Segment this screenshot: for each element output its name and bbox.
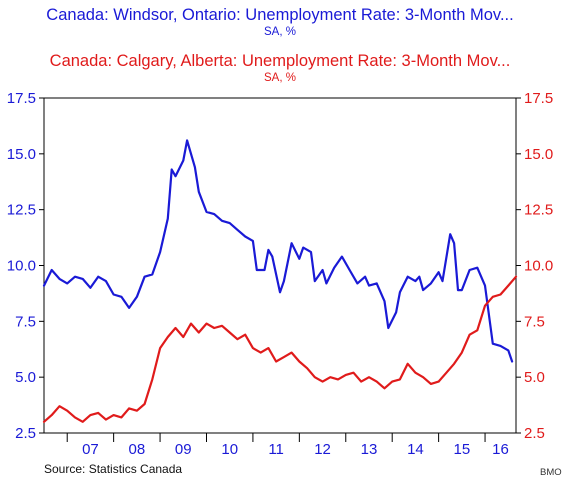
- x-tick-label: 12: [314, 441, 331, 458]
- y-left-tick-label: 12.5: [7, 202, 36, 219]
- y-right-tick-label: 7.5: [524, 313, 545, 330]
- calgary-unemployment-line: [42, 275, 518, 423]
- y-left-tick-label: 17.5: [7, 90, 36, 107]
- y-left-tick-label: 5.0: [15, 369, 36, 386]
- y-right-tick-label: 12.5: [524, 202, 553, 219]
- x-tick-label: 10: [221, 441, 238, 458]
- x-tick-label: 14: [407, 441, 424, 458]
- y-left-tick-label: 7.5: [15, 313, 36, 330]
- x-tick-label: 08: [129, 441, 146, 458]
- series1-title: Canada: Windsor, Ontario: Unemployment R…: [46, 6, 514, 24]
- y-right-tick-label: 2.5: [524, 425, 545, 442]
- windsor-unemployment-line: [42, 139, 514, 363]
- x-tick-label: 15: [453, 441, 470, 458]
- x-tick-label: 07: [82, 441, 99, 458]
- y-left-tick-label: 10.0: [7, 258, 36, 275]
- x-tick-label: 09: [175, 441, 192, 458]
- series2-unit: SA, %: [264, 72, 296, 84]
- y-right-tick-label: 17.5: [524, 90, 553, 107]
- source-note: Source: Statistics Canada: [44, 462, 183, 476]
- y-left-tick-label: 2.5: [15, 425, 36, 442]
- credit-label: BMO: [540, 467, 562, 478]
- x-tick-label: 16: [492, 441, 509, 458]
- series1-unit: SA, %: [264, 26, 296, 38]
- series2-title: Canada: Calgary, Alberta: Unemployment R…: [49, 52, 511, 70]
- y-right-tick-label: 10.0: [524, 258, 553, 275]
- y-left-tick-label: 15.0: [7, 146, 36, 163]
- y-right-tick-label: 5.0: [524, 369, 545, 386]
- x-tick-label: 13: [361, 441, 378, 458]
- x-tick-label: 11: [268, 441, 284, 458]
- y-right-tick-label: 15.0: [524, 146, 553, 163]
